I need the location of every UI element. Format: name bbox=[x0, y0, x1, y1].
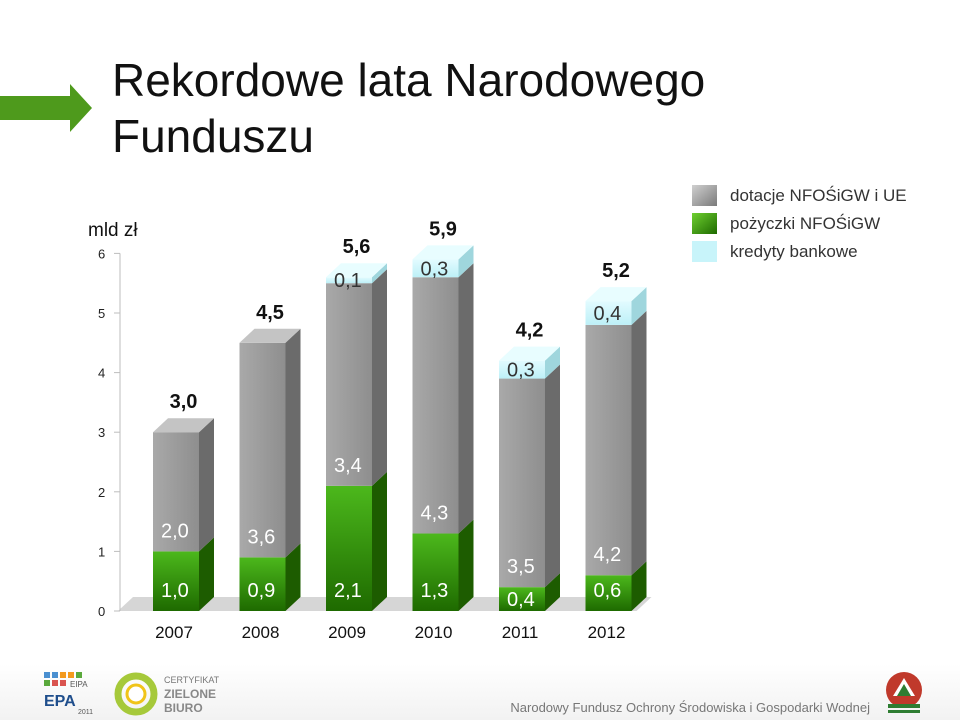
bar-segment bbox=[412, 259, 459, 278]
bar-segment-side bbox=[545, 346, 560, 379]
bar-top bbox=[153, 418, 214, 433]
certyfikat-logo-line2: ZIELONE bbox=[164, 687, 216, 701]
arrow-icon bbox=[0, 84, 92, 132]
data-label: 3,4 bbox=[334, 455, 362, 477]
bar-segment bbox=[585, 324, 632, 576]
nfosigw-logo bbox=[886, 672, 922, 713]
bar-segment bbox=[585, 575, 632, 611]
x-tick-label: 2010 bbox=[415, 623, 453, 642]
footer-band bbox=[0, 664, 960, 720]
bar-segment-side bbox=[458, 263, 474, 534]
legend-label: dotacje NFOŚiGW i UE bbox=[730, 186, 907, 205]
data-label: 0,3 bbox=[507, 360, 535, 382]
title-line-1: Rekordowe lata Narodowego bbox=[112, 54, 706, 106]
unit-label: mld zł bbox=[88, 220, 138, 241]
bar-top bbox=[412, 245, 474, 260]
bar-segment-side bbox=[545, 364, 560, 588]
bar-segment bbox=[326, 283, 372, 486]
bar-segment-side bbox=[372, 269, 387, 486]
data-label: 0,3 bbox=[421, 258, 449, 280]
page-title: Rekordowe lata Narodowego Funduszu bbox=[112, 52, 705, 164]
bar-top bbox=[499, 346, 560, 361]
eipa-logo-text: EIPA bbox=[70, 680, 88, 689]
bar-segment-side bbox=[285, 328, 301, 558]
y-tick-label: 2 bbox=[98, 485, 105, 500]
x-tick-label: 2012 bbox=[588, 623, 626, 642]
total-label: 5,2 bbox=[602, 260, 630, 282]
certyfikat-logo: CERTYFIKAT ZIELONE BIURO bbox=[114, 672, 220, 716]
legend-swatch bbox=[692, 213, 717, 234]
total-label: 3,0 bbox=[170, 391, 198, 413]
legend-swatch bbox=[692, 241, 717, 262]
y-tick-label: 4 bbox=[98, 366, 105, 381]
bar-segment bbox=[499, 587, 545, 611]
bar-segment bbox=[239, 342, 286, 558]
bar-segment bbox=[499, 360, 545, 379]
bar-segment-side bbox=[372, 263, 387, 284]
x-tick-label: 2009 bbox=[328, 623, 366, 642]
data-label: 0,4 bbox=[594, 303, 622, 325]
data-label: 0,9 bbox=[248, 580, 276, 602]
epa-logo-year: 2011 bbox=[78, 709, 93, 716]
bar-segment-side bbox=[631, 561, 647, 611]
total-label: 5,9 bbox=[429, 218, 457, 240]
bar-segment-side bbox=[372, 471, 387, 611]
data-label: 1,0 bbox=[161, 580, 189, 602]
bar-segment bbox=[326, 485, 372, 611]
data-label: 3,5 bbox=[507, 556, 535, 578]
certyfikat-logo-line1: CERTYFIKAT bbox=[164, 675, 220, 685]
y-tick-label: 3 bbox=[98, 425, 105, 440]
legend-label: pożyczki NFOŚiGW bbox=[730, 214, 880, 233]
bar-segment bbox=[153, 432, 199, 552]
total-label: 5,6 bbox=[343, 236, 371, 258]
eipa-epa-logo: EIPA EPA 2011 bbox=[44, 672, 93, 716]
x-tick-label: 2008 bbox=[242, 623, 280, 642]
certyfikat-logo-line3: BIURO bbox=[164, 701, 203, 715]
data-label: 2,0 bbox=[161, 520, 189, 542]
bar-segment-side bbox=[545, 573, 560, 611]
bar-segment-side bbox=[631, 310, 647, 576]
bar-segment-side bbox=[631, 287, 647, 325]
epa-logo-text: EPA bbox=[44, 693, 76, 710]
x-tick-label: 2011 bbox=[502, 623, 539, 642]
bar-segment bbox=[412, 277, 459, 534]
legend-label: kredyty bankowe bbox=[730, 242, 858, 261]
bar-top bbox=[326, 263, 387, 278]
data-label: 3,6 bbox=[248, 526, 276, 548]
data-label: 0,4 bbox=[507, 589, 535, 611]
y-tick-label: 6 bbox=[98, 246, 105, 261]
bar-segment-side bbox=[199, 537, 214, 611]
total-label: 4,2 bbox=[516, 320, 544, 342]
data-label: 0,1 bbox=[334, 270, 362, 292]
bar-segment-side bbox=[199, 418, 214, 552]
bar-segment bbox=[326, 277, 372, 284]
y-tick-label: 5 bbox=[98, 306, 105, 321]
bar-segment bbox=[585, 301, 632, 325]
y-tick-label: 1 bbox=[98, 544, 105, 559]
title-line-2: Funduszu bbox=[112, 110, 315, 162]
bar-top bbox=[239, 328, 301, 343]
data-label: 0,6 bbox=[594, 580, 622, 602]
bar-segment bbox=[239, 557, 286, 611]
data-label: 4,2 bbox=[594, 544, 622, 566]
bar-segment-side bbox=[285, 543, 301, 611]
data-label: 1,3 bbox=[421, 580, 449, 602]
data-label: 2,1 bbox=[334, 580, 362, 602]
total-label: 4,5 bbox=[256, 302, 284, 324]
bar-top bbox=[585, 287, 647, 302]
bar-segment-side bbox=[458, 519, 474, 611]
stacked-bar-chart: 0 1 2 3 4 5 6 1,0 2,0 3,0 2007 0,9 3,6 4,5 2008 2,1 3,4… bbox=[88, 185, 907, 642]
data-label: 4,3 bbox=[421, 503, 449, 525]
bar-segment bbox=[499, 378, 545, 588]
bar-segment bbox=[153, 551, 199, 611]
x-tick-label: 2007 bbox=[155, 623, 193, 642]
bar-segment-side bbox=[458, 245, 474, 278]
bar-segment bbox=[412, 533, 459, 611]
footer-text: Narodowy Fundusz Ochrony Środowiska i Go… bbox=[510, 700, 870, 715]
legend-swatch bbox=[692, 185, 717, 206]
y-tick-label: 0 bbox=[98, 604, 105, 619]
